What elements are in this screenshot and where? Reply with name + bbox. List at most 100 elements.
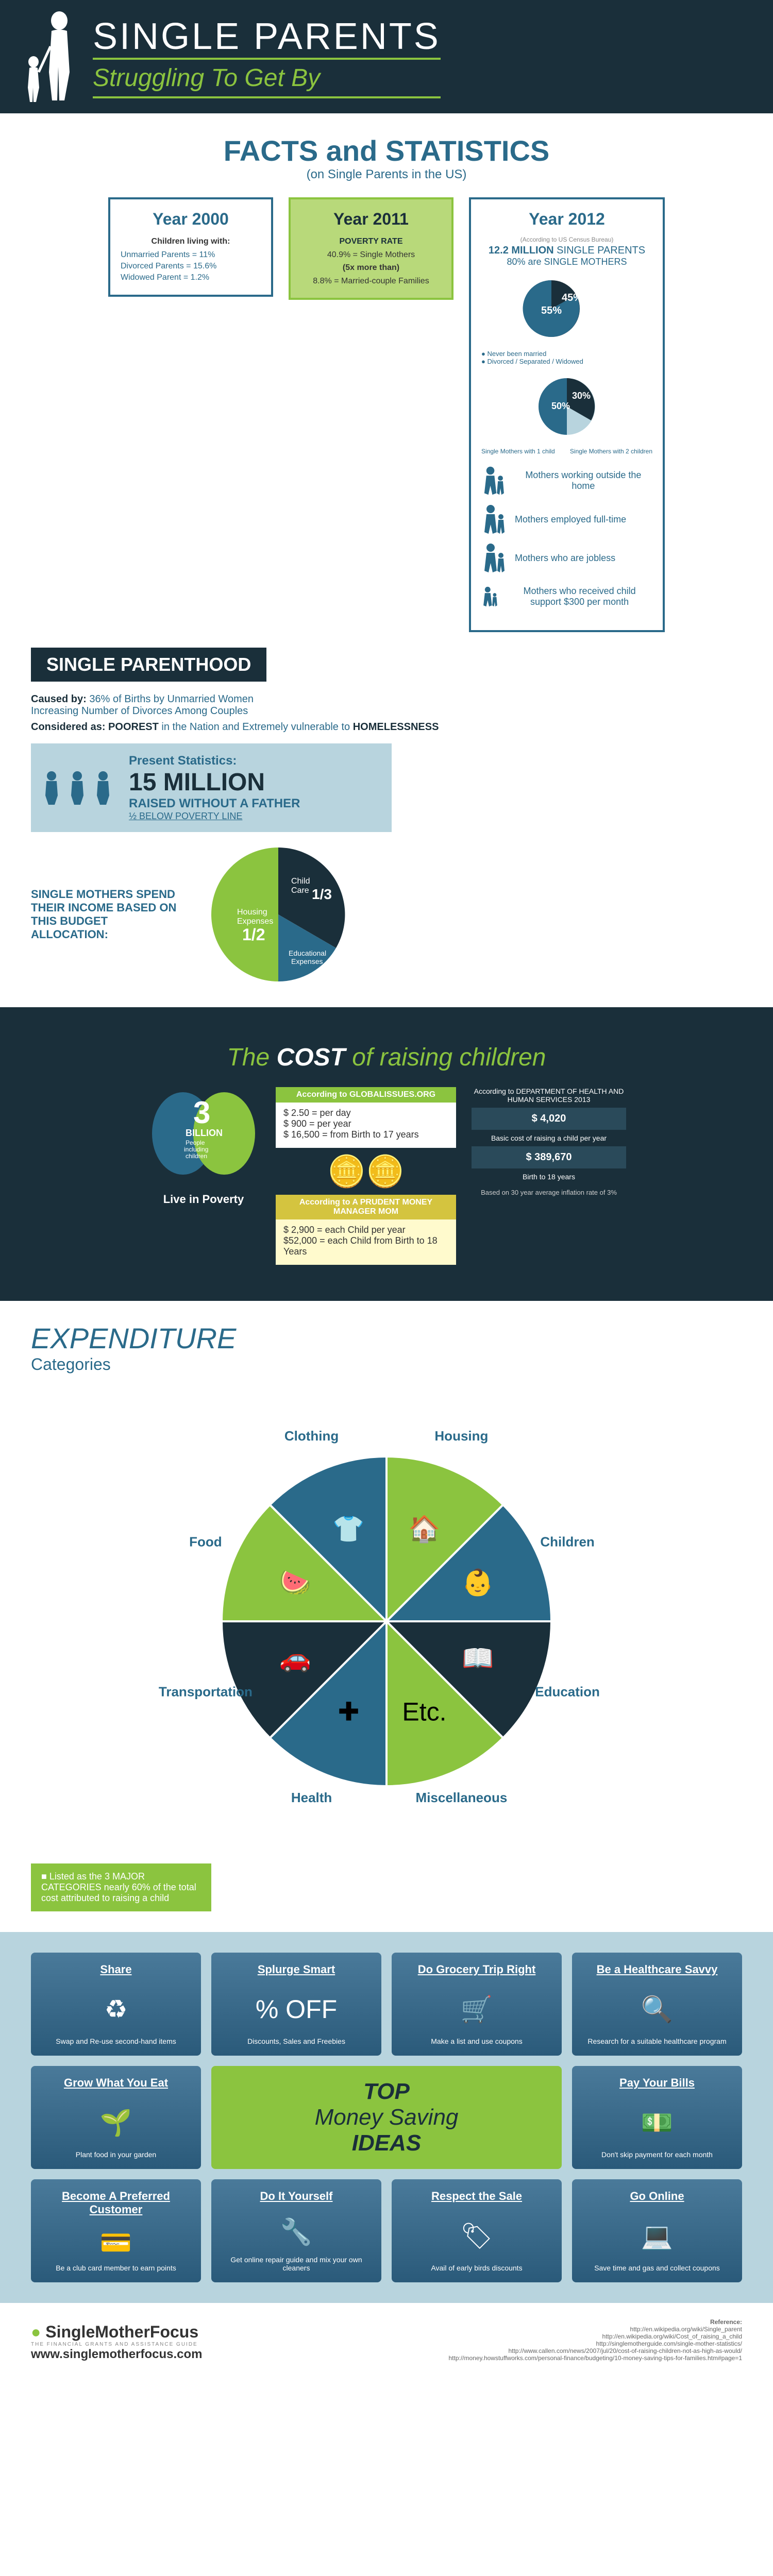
cost-line: $ 16,500 = from Birth to 17 years — [283, 1129, 448, 1140]
expenditure-pie: 🏠Housing👶Children📖EducationEtc.Miscellan… — [129, 1389, 644, 1853]
year-2011-sub: POVERTY RATE — [301, 235, 441, 248]
exp-subtitle: Categories — [31, 1355, 742, 1374]
dhhs-column: According to DEPARTMENT OF HEALTH AND HU… — [472, 1087, 626, 1196]
parenthood-band: SINGLE PARENTHOOD — [31, 648, 266, 682]
dhhs-label: Birth to 18 years — [472, 1173, 626, 1181]
money-tile: Go Online💻Save time and gas and collect … — [572, 2179, 742, 2282]
cost-line: $ 2,900 = each Child per year — [283, 1225, 448, 1235]
tile-icon: 🔍 — [641, 1994, 673, 2025]
stat-label: SINGLE PARENTS — [557, 245, 645, 256]
tile-title: Be a Healthcare Savvy — [597, 1963, 718, 1976]
pie-pct: 55% — [541, 305, 562, 316]
ref-line: http://www.callen.com/news/2007/jul/20/c… — [448, 2347, 742, 2354]
pie-pct: 45% — [562, 292, 582, 303]
icon-text: Mothers working outside the home — [514, 470, 652, 492]
tile-title: Grow What You Eat — [64, 2076, 168, 2090]
global-cost-box: According to GLOBALISSUES.ORG $ 2.50 = p… — [276, 1087, 456, 1148]
pie-pct: 30% — [572, 391, 591, 401]
torn-edge — [0, 1285, 773, 1301]
legend-item: ● Divorced / Separated / Widowed — [481, 358, 652, 365]
list-item: Mothers who are jobless — [481, 543, 652, 573]
segment-icon: 👕 — [332, 1515, 364, 1544]
list-item: Mothers employed full-time — [481, 504, 652, 535]
budget-pie: Housing Expenses 1/2 Child Care 1/3 Educ… — [206, 842, 350, 987]
facts-section: FACTS and STATISTICS (on Single Parents … — [0, 113, 773, 1007]
brand: SingleMotherFocus — [45, 2323, 198, 2341]
dhhs-value: $ 389,670 — [472, 1146, 626, 1168]
tile-desc: Don't skip payment for each month — [601, 2150, 713, 2159]
stat-line: Unmarried Parents = 11% — [121, 250, 261, 260]
tile-icon: 🛒 — [461, 1994, 493, 2025]
brain-sub: children — [186, 1153, 207, 1160]
child-icon — [41, 770, 62, 806]
icon-text: Mothers employed full-time — [515, 514, 626, 525]
ref-line: http://en.wikipedia.org/wiki/Cost_of_rai… — [448, 2333, 742, 2340]
list-item: Mothers who received child support $300 … — [481, 581, 652, 612]
mother-icon-list: Mothers working outside the home Mothers … — [481, 465, 652, 612]
money-tile: Pay Your Bills💵Don't skip payment for ea… — [572, 2066, 742, 2169]
segment-icon: 🚗 — [279, 1644, 311, 1673]
tile-icon: 🔧 — [280, 2217, 312, 2247]
present-title: Present Statistics: — [129, 754, 300, 768]
stat-value: 12.2 MILLION — [489, 245, 554, 256]
cost-line: $52,000 = each Child from Birth to 18 Ye… — [283, 1235, 448, 1257]
segment-icon: 🍉 — [279, 1568, 311, 1597]
segment-label: Food — [189, 1534, 222, 1550]
dhhs-note: Based on 30 year average inflation rate … — [472, 1189, 626, 1196]
pie-label: Housing — [237, 908, 267, 917]
mother-icon — [481, 465, 507, 496]
stat-line: (5x more than) — [301, 261, 441, 275]
tile-title: Pay Your Bills — [619, 2076, 695, 2090]
census-note: (According to US Census Bureau) — [481, 235, 652, 245]
segment-icon: 📖 — [462, 1644, 494, 1673]
money-title-tile: TOPMoney SavingIDEAS — [211, 2066, 562, 2169]
pie-frac: 1/2 — [242, 925, 265, 944]
cost-head: According to GLOBALISSUES.ORG — [276, 1087, 456, 1103]
mother-icon — [481, 504, 507, 535]
cost-section: The COST of raising children 3 BILLION P… — [0, 1023, 773, 1285]
tile-icon: % OFF — [256, 1994, 337, 2024]
coins-icon: 🪙🪙 — [276, 1153, 456, 1190]
tagline: THE FINANCIAL GRANTS AND ASSISTANCE GUID… — [31, 2342, 203, 2347]
tile-title: Share — [100, 1963, 131, 1976]
facts-subtitle: (on Single Parents in the US) — [31, 167, 742, 182]
money-tile: Do It Yourself🔧Get online repair guide a… — [211, 2179, 381, 2282]
stat-line: Divorced Parents = 15.6% — [121, 262, 261, 271]
pie-label: Expenses — [291, 957, 323, 965]
ref-line: http://money.howstuffworks.com/personal-… — [448, 2354, 742, 2362]
header: SINGLE PARENTS Struggling To Get By — [0, 0, 773, 113]
tile-desc: Make a list and use coupons — [431, 2037, 522, 2045]
tile-desc: Swap and Re-use second-hand items — [56, 2037, 176, 2045]
parent-child-silhouette — [21, 10, 82, 103]
segment-label: Children — [540, 1534, 594, 1550]
pie-label: Child — [291, 877, 310, 886]
segment-label: Education — [535, 1684, 600, 1700]
footer-url: www.singlemotherfocus.com — [31, 2347, 203, 2362]
money-tile: Respect the Sale🏷Avail of early birds di… — [392, 2179, 562, 2282]
money-tile: Splurge Smart% OFFDiscounts, Sales and F… — [211, 1953, 381, 2056]
tile-title: Respect the Sale — [431, 2190, 522, 2203]
money-tile: Do Grocery Trip Right🛒Make a list and us… — [392, 1953, 562, 2056]
present-big: 15 MILLION — [129, 768, 300, 796]
money-grid: Share♻Swap and Re-use second-hand itemsS… — [31, 1953, 742, 2282]
ref-line: http://singlemotherguide.com/single-moth… — [448, 2340, 742, 2347]
footer: ● SingleMotherFocus THE FINANCIAL GRANTS… — [0, 2303, 773, 2377]
icon-text: Mothers who are jobless — [515, 553, 615, 564]
torn-edge — [0, 1007, 773, 1023]
tile-title: Do It Yourself — [260, 2190, 333, 2203]
money-saving-section: Share♻Swap and Re-use second-hand itemsS… — [0, 1932, 773, 2303]
ref-line: http://en.wikipedia.org/wiki/Single_pare… — [448, 2326, 742, 2333]
exp-title: EXPENDITURE — [31, 1321, 742, 1355]
tile-desc: Plant food in your garden — [76, 2150, 156, 2159]
budget-text: SINGLE MOTHERS SPEND THEIR INCOME BASED … — [31, 888, 186, 941]
stat-line: 8.8% = Married-couple Families — [301, 275, 441, 288]
segment-label: Health — [291, 1790, 332, 1805]
year-2000-box: Year 2000 Children living with: Unmarrie… — [108, 197, 273, 297]
tile-title: Go Online — [630, 2190, 684, 2203]
segment-label: Transportation — [159, 1684, 253, 1700]
dhhs-label: Basic cost of raising a child per year — [472, 1134, 626, 1142]
segment-icon: Etc. — [402, 1698, 446, 1726]
tile-title: Splurge Smart — [258, 1963, 335, 1976]
money-tile: Be a Healthcare Savvy🔍Research for a sui… — [572, 1953, 742, 2056]
pie-label: Educational — [289, 949, 326, 957]
